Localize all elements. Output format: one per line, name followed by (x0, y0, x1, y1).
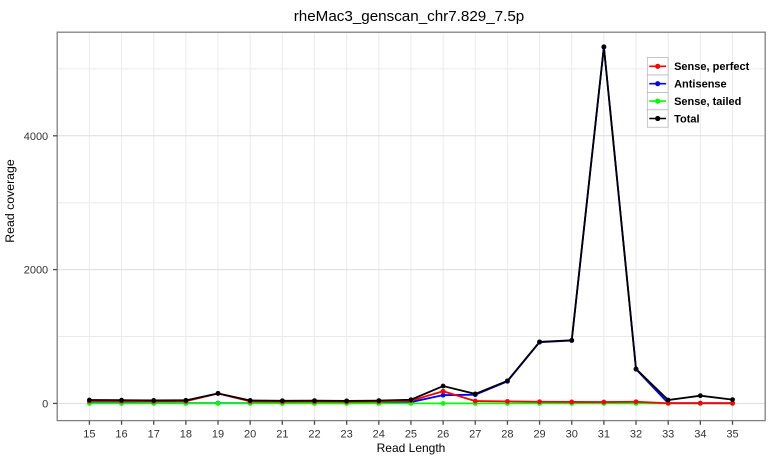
svg-text:17: 17 (148, 429, 160, 441)
svg-text:rheMac3_genscan_chr7.829_7.5p: rheMac3_genscan_chr7.829_7.5p (294, 8, 525, 25)
svg-text:28: 28 (501, 429, 513, 441)
svg-text:15: 15 (83, 429, 95, 441)
svg-text:Read Length: Read Length (377, 441, 446, 455)
svg-text:0: 0 (42, 398, 48, 410)
svg-text:20: 20 (244, 429, 256, 441)
svg-text:27: 27 (469, 429, 481, 441)
svg-text:34: 34 (694, 429, 706, 441)
svg-text:25: 25 (405, 429, 417, 441)
svg-text:30: 30 (566, 429, 578, 441)
svg-text:Total: Total (674, 113, 699, 125)
svg-text:Sense, tailed: Sense, tailed (674, 96, 741, 108)
svg-text:33: 33 (662, 429, 674, 441)
svg-text:35: 35 (726, 429, 738, 441)
svg-text:23: 23 (341, 429, 353, 441)
svg-text:Read coverage: Read coverage (3, 159, 17, 243)
svg-text:Antisense: Antisense (674, 79, 727, 91)
svg-text:24: 24 (373, 429, 385, 441)
svg-text:16: 16 (115, 429, 127, 441)
svg-text:29: 29 (533, 429, 545, 441)
svg-text:32: 32 (630, 429, 642, 441)
svg-text:21: 21 (276, 429, 288, 441)
svg-text:4000: 4000 (24, 131, 48, 143)
svg-text:26: 26 (437, 429, 449, 441)
svg-text:19: 19 (212, 429, 224, 441)
svg-text:Sense, perfect: Sense, perfect (674, 61, 750, 73)
svg-text:18: 18 (180, 429, 192, 441)
svg-text:31: 31 (598, 429, 610, 441)
svg-text:2000: 2000 (24, 265, 48, 277)
svg-text:22: 22 (308, 429, 320, 441)
